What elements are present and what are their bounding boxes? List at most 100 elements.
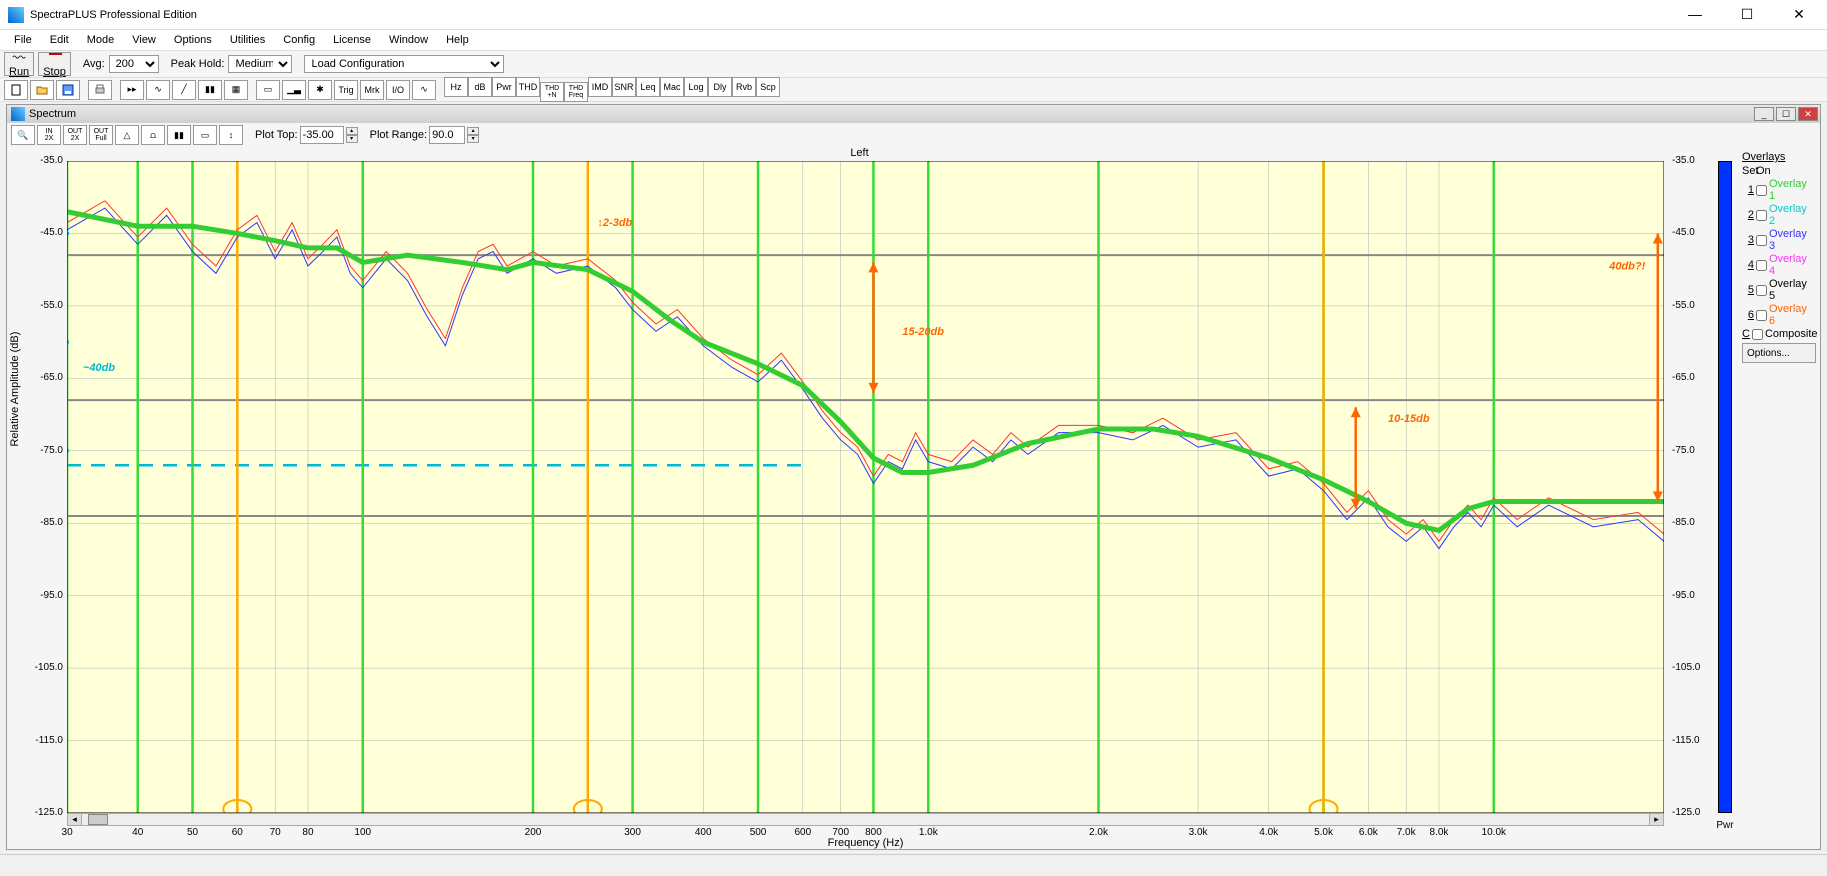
- menu-utilities[interactable]: Utilities: [222, 32, 273, 48]
- plot-top-down[interactable]: ▾: [346, 135, 358, 143]
- chart-title: Left: [7, 147, 1712, 161]
- cursor-icon[interactable]: ↕: [219, 125, 243, 145]
- save-button[interactable]: [56, 80, 80, 100]
- chart-area: Left Relative Amplitude (dB) -35.0-45.0-…: [7, 147, 1712, 849]
- graph-type1-icon[interactable]: ⩍: [141, 125, 165, 145]
- peak-hold-select[interactable]: Medium: [228, 55, 292, 73]
- stop-button[interactable]: Stop: [38, 52, 71, 76]
- spectrum-minimize-button[interactable]: _: [1754, 107, 1774, 121]
- tool-sine-icon[interactable]: ∿: [412, 80, 436, 100]
- db-button[interactable]: dB: [468, 77, 492, 97]
- zoom-out-2x-button[interactable]: OUT2X: [63, 125, 87, 145]
- tool-display1-icon[interactable]: ▭: [256, 80, 280, 100]
- menu-window[interactable]: Window: [381, 32, 436, 48]
- rvb-button[interactable]: Rvb: [732, 77, 756, 97]
- imd-button[interactable]: IMD: [588, 77, 612, 97]
- thd-n-button[interactable]: THD+N: [540, 82, 564, 102]
- readout-icon[interactable]: ▭: [193, 125, 217, 145]
- plot-top-up[interactable]: ▴: [346, 127, 358, 135]
- thd-freq-button[interactable]: THDFreq: [564, 82, 588, 102]
- menu-config[interactable]: Config: [275, 32, 323, 48]
- spectrum-titlebar[interactable]: Spectrum _ ☐ ✕: [7, 105, 1820, 123]
- hz-button[interactable]: Hz: [444, 77, 468, 97]
- menu-edit[interactable]: Edit: [42, 32, 77, 48]
- composite-set-button[interactable]: C: [1742, 328, 1750, 340]
- x-tick-label: 10.0k: [1480, 827, 1508, 838]
- pwr-button[interactable]: Pwr: [492, 77, 516, 97]
- menu-view[interactable]: View: [124, 32, 164, 48]
- y-tick-label: -105.0: [1672, 662, 1700, 673]
- thd-button[interactable]: THD: [516, 77, 540, 97]
- menu-license[interactable]: License: [325, 32, 379, 48]
- composite-checkbox[interactable]: [1752, 329, 1763, 340]
- spectrum-chart[interactable]: ~40db↕2-3db15-20db10-15db40db?!: [67, 161, 1664, 813]
- tool-marker-icon[interactable]: ✱: [308, 80, 332, 100]
- spectrum-maximize-button[interactable]: ☐: [1776, 107, 1796, 121]
- print-button[interactable]: [88, 80, 112, 100]
- tool-line-icon[interactable]: ╱: [172, 80, 196, 100]
- run-button[interactable]: Run: [4, 52, 34, 76]
- overlay-3-set-button[interactable]: 3: [1742, 234, 1754, 246]
- overlay-5-set-button[interactable]: 5: [1742, 284, 1754, 296]
- log-button[interactable]: Log: [684, 77, 708, 97]
- io-button[interactable]: I/O: [386, 80, 410, 100]
- peak-icon[interactable]: △: [115, 125, 139, 145]
- overlay-1-checkbox[interactable]: [1756, 185, 1767, 196]
- x-tick-label: 30: [53, 827, 81, 838]
- config-select[interactable]: Load Configuration: [304, 55, 504, 73]
- tool-grid-icon[interactable]: ▦: [224, 80, 248, 100]
- plot-range-input[interactable]: [429, 126, 465, 144]
- overlay-6-checkbox[interactable]: [1756, 310, 1767, 321]
- scroll-left-button[interactable]: ◂: [68, 814, 82, 825]
- x-tick-label: 500: [744, 827, 772, 838]
- scroll-right-button[interactable]: ▸: [1649, 814, 1663, 825]
- y-tick-label: -95.0: [1672, 590, 1695, 601]
- menu-help[interactable]: Help: [438, 32, 477, 48]
- overlay-3-checkbox[interactable]: [1756, 235, 1767, 246]
- zoom-button[interactable]: 🔍: [11, 125, 35, 145]
- overlay-4-set-button[interactable]: 4: [1742, 259, 1754, 271]
- y-tick-label: -85.0: [1672, 517, 1695, 528]
- mac-button[interactable]: Mac: [660, 77, 684, 97]
- trig-button[interactable]: Trig: [334, 80, 358, 100]
- mrk-button[interactable]: Mrk: [360, 80, 384, 100]
- graph-type2-icon[interactable]: ▮▮: [167, 125, 191, 145]
- overlay-4-checkbox[interactable]: [1756, 260, 1767, 271]
- x-axis-label: Frequency (Hz): [67, 837, 1664, 849]
- statusbar: [0, 854, 1827, 876]
- x-tick-label: 100: [349, 827, 377, 838]
- open-button[interactable]: [30, 80, 54, 100]
- minimize-button[interactable]: —: [1675, 6, 1715, 23]
- plot-top-input[interactable]: [300, 126, 344, 144]
- overlay-2-set-button[interactable]: 2: [1742, 209, 1754, 221]
- overlay-1-set-button[interactable]: 1: [1742, 184, 1754, 196]
- close-button[interactable]: ✕: [1779, 6, 1819, 23]
- snr-button[interactable]: SNR: [612, 77, 636, 97]
- y-tick-label: -55.0: [40, 300, 63, 311]
- scroll-thumb[interactable]: [88, 814, 108, 825]
- overlay-5-checkbox[interactable]: [1756, 285, 1767, 296]
- y-tick-label: -75.0: [1672, 445, 1695, 456]
- leq-button[interactable]: Leq: [636, 77, 660, 97]
- zoom-in-2x-button[interactable]: IN2X: [37, 125, 61, 145]
- avg-select[interactable]: 200: [109, 55, 159, 73]
- tool-bars-icon[interactable]: ▮▮: [198, 80, 222, 100]
- tool-display2-icon[interactable]: ▁▃: [282, 80, 306, 100]
- scp-button[interactable]: Scp: [756, 77, 780, 97]
- overlay-6-set-button[interactable]: 6: [1742, 309, 1754, 321]
- dly-button[interactable]: Dly: [708, 77, 732, 97]
- spectrum-close-button[interactable]: ✕: [1798, 107, 1818, 121]
- plot-range-down[interactable]: ▾: [467, 135, 479, 143]
- zoom-out-full-button[interactable]: OUTFull: [89, 125, 113, 145]
- new-button[interactable]: [4, 80, 28, 100]
- tool-fwd-icon[interactable]: ▸▸: [120, 80, 144, 100]
- y-tick-label: -95.0: [40, 590, 63, 601]
- overlay-options-button[interactable]: Options...: [1742, 343, 1816, 363]
- overlay-2-checkbox[interactable]: [1756, 210, 1767, 221]
- menu-mode[interactable]: Mode: [79, 32, 123, 48]
- menu-options[interactable]: Options: [166, 32, 220, 48]
- plot-range-up[interactable]: ▴: [467, 127, 479, 135]
- maximize-button[interactable]: ☐: [1727, 6, 1767, 23]
- tool-waveform-icon[interactable]: ∿: [146, 80, 170, 100]
- menu-file[interactable]: File: [6, 32, 40, 48]
